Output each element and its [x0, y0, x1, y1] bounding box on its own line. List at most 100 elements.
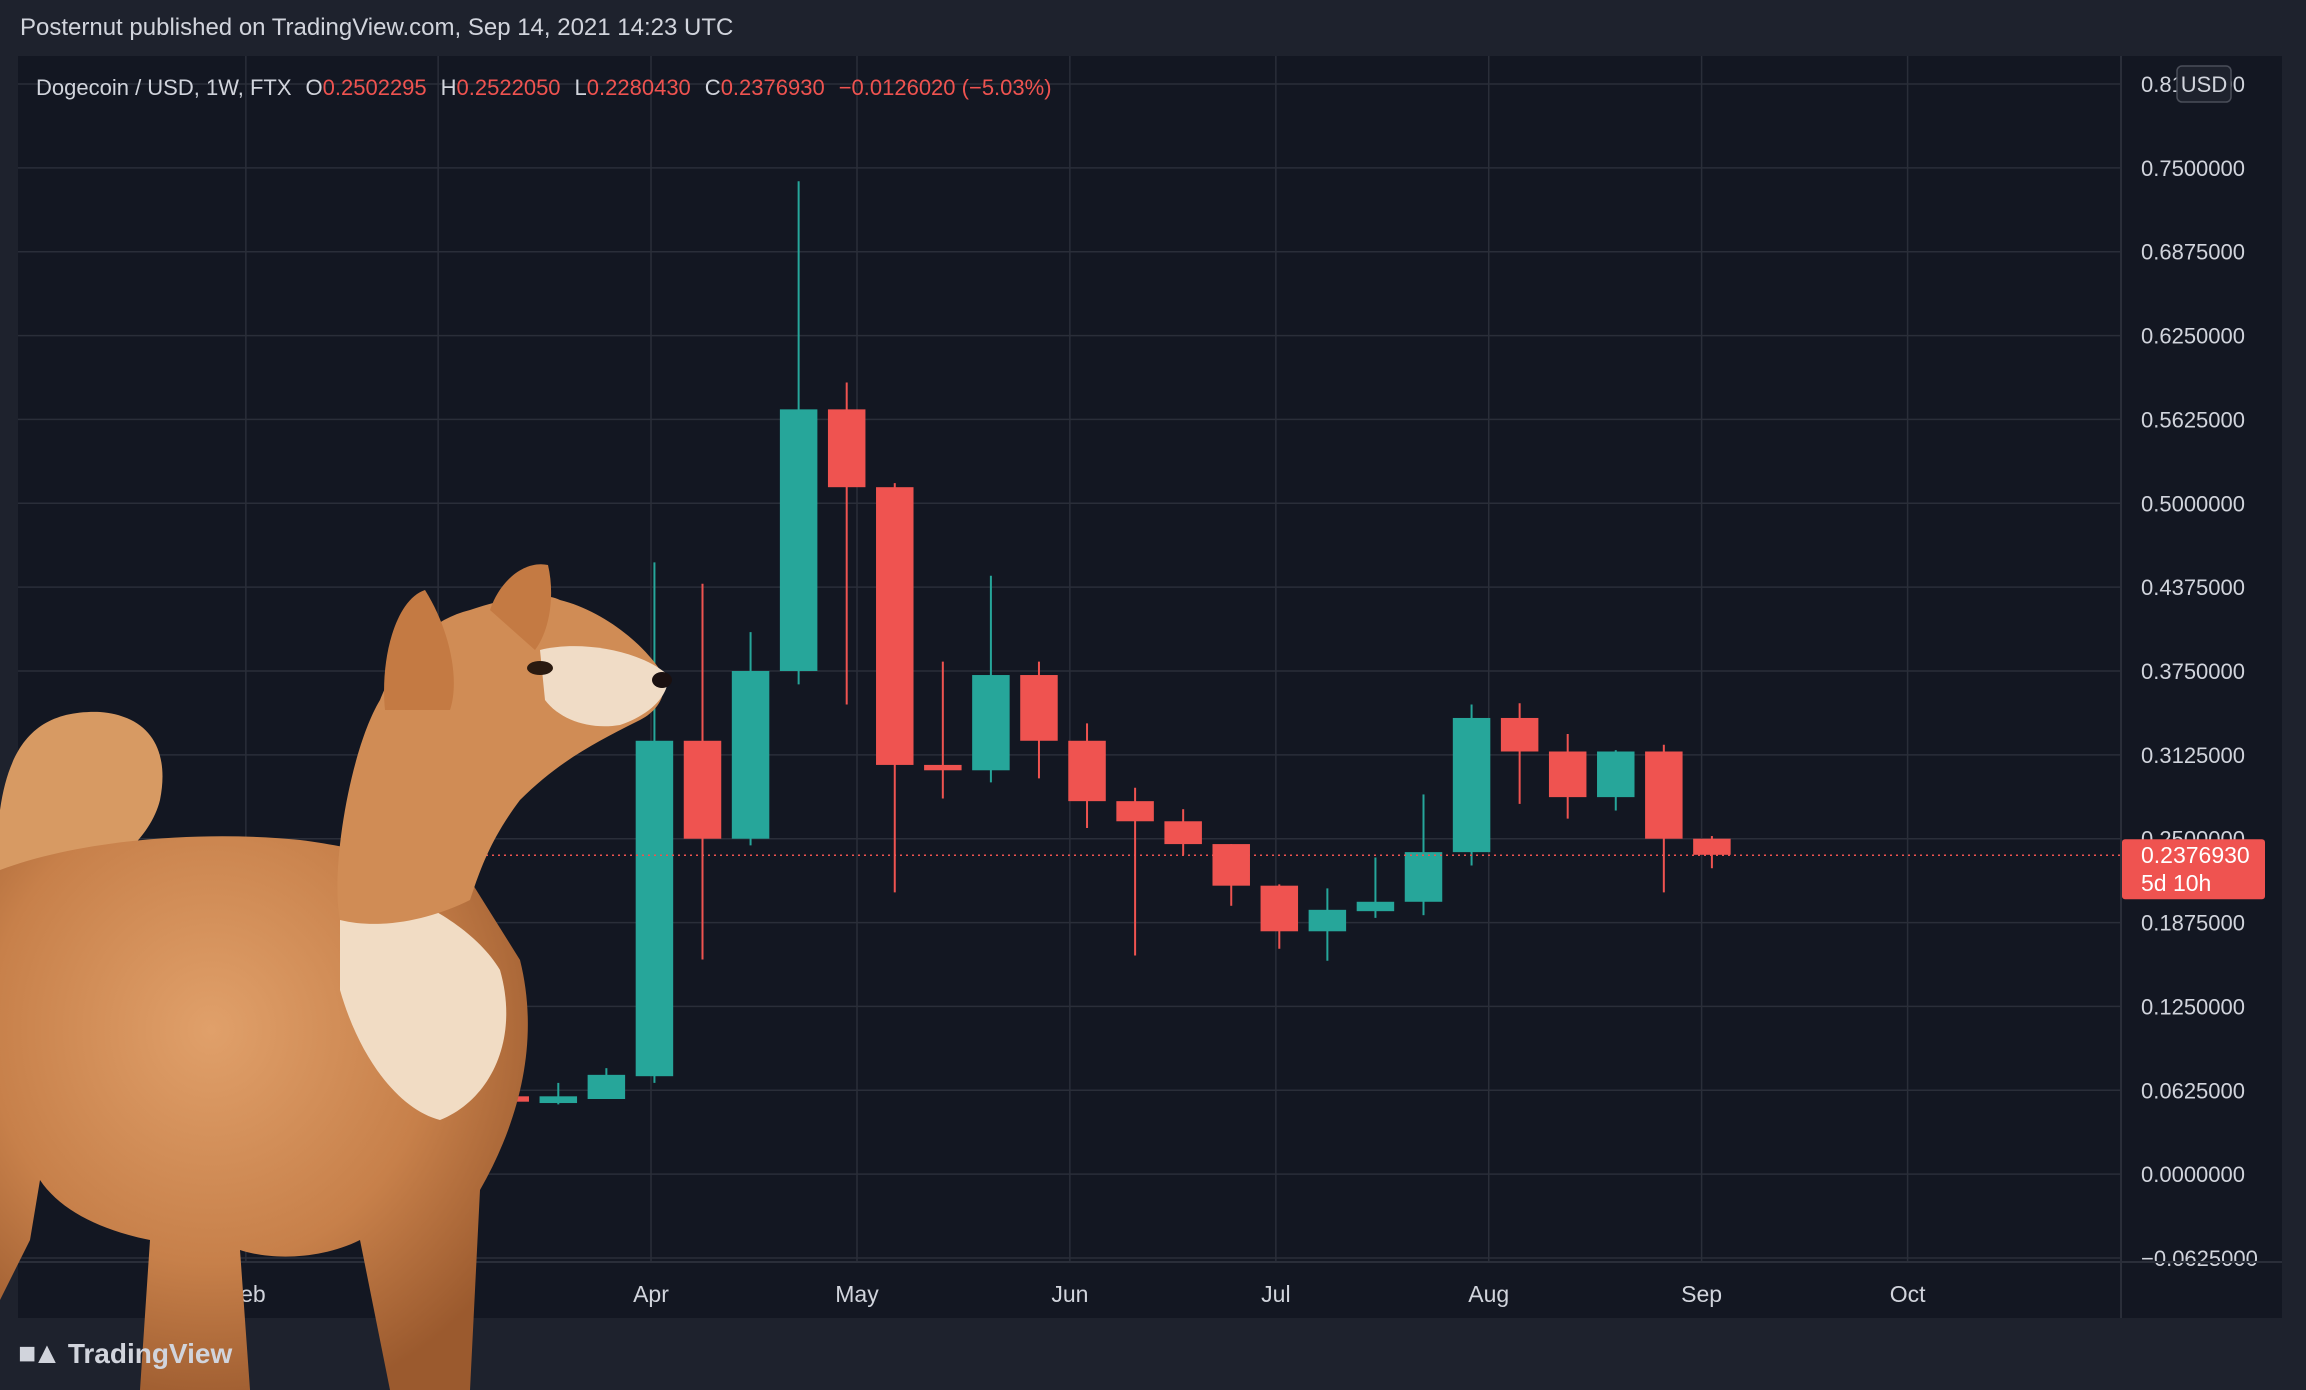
- candle-body: [827, 409, 866, 488]
- y-tick-label: 0.0000000: [2141, 1162, 2245, 1187]
- x-tick-label: May: [835, 1281, 879, 1307]
- y-tick-label: 0.0625000: [2141, 1078, 2245, 1103]
- candle-body: [587, 1074, 626, 1100]
- y-tick-label: 0.4375000: [2141, 575, 2245, 600]
- publish-info: Posternut published on TradingView.com, …: [20, 14, 734, 41]
- candle: [1548, 734, 1587, 819]
- last-price-tag: 0.2376930 5d 10h: [2122, 839, 2265, 900]
- candle-body: [1645, 751, 1683, 839]
- currency-button[interactable]: USD: [2176, 65, 2232, 103]
- candle: [1260, 884, 1299, 949]
- publish-header: Posternut published on TradingView.com, …: [0, 0, 2306, 56]
- dog-chest: [340, 870, 507, 1120]
- candle: [587, 1068, 626, 1100]
- candle-body: [635, 740, 674, 1077]
- candle: [1693, 836, 1731, 869]
- candle-body: [1452, 717, 1491, 853]
- candle: [683, 583, 722, 960]
- candle-body: [1116, 801, 1154, 822]
- price-tag-value: 0.2376930: [2141, 842, 2250, 868]
- y-tick-label: 0.3125000: [2141, 743, 2245, 768]
- candle: [539, 1082, 578, 1105]
- legend-open-label: O: [306, 75, 323, 100]
- candle-body: [1693, 838, 1731, 855]
- price-tag-background: [2122, 839, 2265, 900]
- dog-muzzle: [540, 646, 669, 727]
- candle-body: [1020, 675, 1058, 741]
- candle-body: [1356, 901, 1395, 912]
- candle-body: [539, 1096, 578, 1104]
- candle-body: [1548, 751, 1587, 798]
- price-tag-countdown: 5d 10h: [2141, 870, 2211, 896]
- x-tick-label: Aug: [1468, 1281, 1509, 1307]
- candle: [827, 382, 866, 705]
- legend-symbol: Dogecoin / USD, 1W, FTX: [36, 75, 292, 100]
- x-tick-label: Oct: [1890, 1281, 1926, 1307]
- x-tick-label: Apr: [633, 1281, 669, 1307]
- y-tick-label: 0.5000000: [2141, 491, 2245, 516]
- candle-body: [876, 487, 914, 765]
- price-axis[interactable]: 0.81250000.75000000.68750000.62500000.56…: [2141, 72, 2258, 1271]
- legend-high-label: H: [441, 75, 457, 100]
- candle: [1116, 787, 1154, 956]
- x-tick-label: Jun: [1051, 1281, 1088, 1307]
- legend-low-label: L: [575, 75, 587, 100]
- candle-body: [1404, 852, 1443, 902]
- candle-body: [1212, 844, 1250, 886]
- dog-ear-left: [384, 590, 454, 710]
- candle-body: [1500, 717, 1539, 752]
- x-tick-label: Sep: [1681, 1281, 1722, 1307]
- candle-body: [1308, 909, 1347, 932]
- candle: [731, 632, 770, 846]
- legend-low-value: 0.2280430: [587, 75, 691, 100]
- candle: [1452, 704, 1491, 866]
- y-tick-label: 0.1250000: [2141, 994, 2245, 1019]
- currency-button-label[interactable]: USD: [2181, 72, 2227, 97]
- candle-body: [1260, 885, 1299, 932]
- legend-change: −0.0126020 (−5.03%): [839, 75, 1052, 100]
- y-tick-label: 0.6250000: [2141, 324, 2245, 349]
- y-tick-label: 0.5625000: [2141, 407, 2245, 432]
- dog-eye: [527, 661, 553, 675]
- tradingview-logo-text: TradingView: [67, 1338, 233, 1369]
- legend-close-label: C: [705, 75, 721, 100]
- y-tick-label: −0.0625000: [2141, 1246, 2258, 1271]
- candle: [635, 562, 674, 1083]
- dog-nose: [652, 672, 672, 688]
- dog-head: [337, 595, 664, 924]
- candles: [58, 181, 1731, 1164]
- candle-body: [1597, 751, 1635, 798]
- candle: [1164, 809, 1202, 855]
- candle: [1068, 723, 1106, 828]
- ohlc-legend: Dogecoin / USD, 1W, FTX O0.2502295 H0.2522…: [36, 75, 1052, 100]
- candle: [1500, 703, 1539, 804]
- candle: [1020, 661, 1058, 779]
- y-tick-label: 0.7500000: [2141, 156, 2245, 181]
- legend-high-value: 0.2522050: [457, 75, 561, 100]
- candle: [876, 483, 914, 893]
- y-tick-label: 0.3750000: [2141, 659, 2245, 684]
- candle: [1212, 844, 1250, 906]
- candle: [924, 661, 962, 799]
- x-tick-label: Jul: [1261, 1281, 1290, 1307]
- candle: [779, 181, 818, 685]
- legend-close-value: 0.2376930: [721, 75, 825, 100]
- candle: [1308, 888, 1347, 961]
- shiba-inu-dog-image: [0, 564, 672, 1390]
- candle: [1645, 744, 1683, 893]
- legend-open-value: 0.2502295: [323, 75, 427, 100]
- y-tick-label: 0.6875000: [2141, 240, 2245, 265]
- candle-body: [972, 675, 1010, 771]
- candle-body: [779, 409, 818, 671]
- candle: [1356, 857, 1395, 918]
- candle: [972, 575, 1010, 783]
- candle-body: [1164, 821, 1202, 845]
- tradingview-logo-icon: ■▲: [18, 1337, 62, 1370]
- tradingview-logo[interactable]: ■▲ TradingView: [18, 1336, 232, 1372]
- candle-body: [924, 764, 962, 771]
- candle-body: [683, 740, 722, 839]
- currency-button-frame[interactable]: [2176, 65, 2232, 103]
- dog-ear-right: [490, 564, 552, 650]
- y-tick-label: 0.1875000: [2141, 911, 2245, 936]
- candle: [1597, 750, 1635, 811]
